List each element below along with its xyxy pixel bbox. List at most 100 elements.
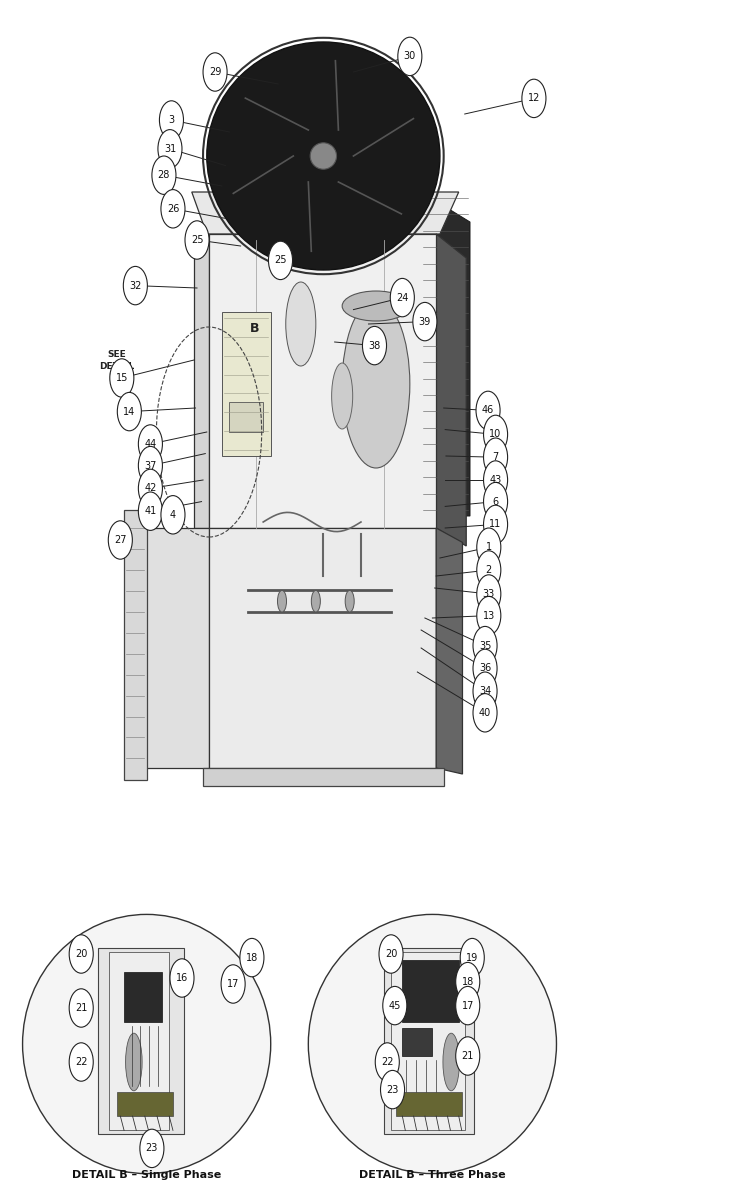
Polygon shape	[98, 948, 184, 1134]
Polygon shape	[384, 948, 474, 1134]
Circle shape	[383, 986, 407, 1025]
Text: 23: 23	[146, 1144, 158, 1153]
Text: 31: 31	[164, 144, 176, 154]
Circle shape	[158, 130, 182, 168]
Text: 12: 12	[528, 94, 540, 103]
Circle shape	[476, 391, 500, 430]
Polygon shape	[194, 234, 209, 528]
Polygon shape	[209, 528, 436, 768]
Circle shape	[484, 505, 508, 544]
Ellipse shape	[277, 590, 287, 612]
Ellipse shape	[286, 282, 316, 366]
Circle shape	[69, 1043, 93, 1081]
Circle shape	[484, 415, 508, 454]
Circle shape	[140, 1129, 164, 1168]
Ellipse shape	[310, 143, 337, 169]
Text: 29: 29	[209, 67, 221, 77]
Circle shape	[381, 1070, 405, 1109]
Circle shape	[484, 482, 508, 521]
Polygon shape	[124, 972, 162, 1022]
Text: 16: 16	[176, 973, 188, 983]
Circle shape	[108, 521, 132, 559]
Circle shape	[522, 79, 546, 118]
Circle shape	[473, 649, 497, 688]
Text: 17: 17	[227, 979, 239, 989]
Circle shape	[240, 938, 264, 977]
Text: 43: 43	[490, 475, 502, 485]
Circle shape	[413, 302, 437, 341]
Text: 37: 37	[144, 461, 156, 470]
Text: B: B	[250, 323, 259, 335]
Polygon shape	[391, 952, 465, 1130]
Text: SEE
DETAIL
"B": SEE DETAIL "B"	[99, 350, 134, 382]
Text: 35: 35	[479, 641, 491, 650]
Text: 32: 32	[129, 281, 141, 290]
Circle shape	[473, 694, 497, 732]
Ellipse shape	[342, 290, 410, 320]
Text: 33: 33	[483, 589, 495, 599]
Circle shape	[362, 326, 387, 365]
Circle shape	[138, 446, 162, 485]
Text: 7: 7	[493, 452, 499, 462]
Circle shape	[473, 672, 497, 710]
Text: 44: 44	[144, 439, 156, 449]
Circle shape	[138, 492, 162, 530]
Ellipse shape	[126, 1033, 142, 1091]
Circle shape	[379, 935, 403, 973]
Text: 11: 11	[490, 520, 502, 529]
Circle shape	[161, 190, 185, 228]
Text: 42: 42	[144, 484, 156, 493]
Polygon shape	[229, 402, 263, 432]
Text: 23: 23	[387, 1085, 399, 1094]
Ellipse shape	[332, 362, 353, 428]
Text: 22: 22	[75, 1057, 87, 1067]
Circle shape	[221, 965, 245, 1003]
Text: 36: 36	[479, 664, 491, 673]
Ellipse shape	[311, 590, 320, 612]
Circle shape	[477, 528, 501, 566]
Polygon shape	[396, 1092, 462, 1116]
Text: 46: 46	[482, 406, 494, 415]
Text: 25: 25	[191, 235, 203, 245]
Text: 38: 38	[368, 341, 381, 350]
Text: 13: 13	[483, 611, 495, 620]
Circle shape	[477, 551, 501, 589]
Text: 41: 41	[144, 506, 156, 516]
Text: 40: 40	[479, 708, 491, 718]
Circle shape	[398, 37, 422, 76]
Text: DETAIL B – Three Phase: DETAIL B – Three Phase	[359, 1170, 505, 1180]
Circle shape	[138, 469, 162, 508]
Polygon shape	[402, 960, 459, 1022]
Circle shape	[138, 425, 162, 463]
Text: 25: 25	[274, 256, 287, 265]
Circle shape	[203, 53, 227, 91]
Circle shape	[456, 986, 480, 1025]
Circle shape	[375, 1043, 399, 1081]
Circle shape	[117, 392, 141, 431]
Text: 45: 45	[389, 1001, 401, 1010]
Circle shape	[456, 962, 480, 1001]
Circle shape	[161, 496, 185, 534]
Circle shape	[456, 1037, 480, 1075]
Text: 1: 1	[486, 542, 492, 552]
Text: 30: 30	[404, 52, 416, 61]
Circle shape	[484, 461, 508, 499]
Polygon shape	[124, 510, 147, 780]
Text: 20: 20	[385, 949, 397, 959]
Circle shape	[268, 241, 293, 280]
Polygon shape	[436, 234, 466, 546]
Text: 17: 17	[462, 1001, 474, 1010]
Text: 3: 3	[168, 115, 174, 125]
Text: 6: 6	[493, 497, 499, 506]
Polygon shape	[203, 768, 444, 786]
Text: 39: 39	[419, 317, 431, 326]
Ellipse shape	[443, 1033, 459, 1091]
Polygon shape	[192, 192, 459, 234]
Circle shape	[110, 359, 134, 397]
Text: 20: 20	[75, 949, 87, 959]
Circle shape	[170, 959, 194, 997]
Text: DETAIL B – Single Phase: DETAIL B – Single Phase	[72, 1170, 221, 1180]
Text: 18: 18	[462, 977, 474, 986]
Polygon shape	[222, 312, 271, 456]
Circle shape	[69, 935, 93, 973]
